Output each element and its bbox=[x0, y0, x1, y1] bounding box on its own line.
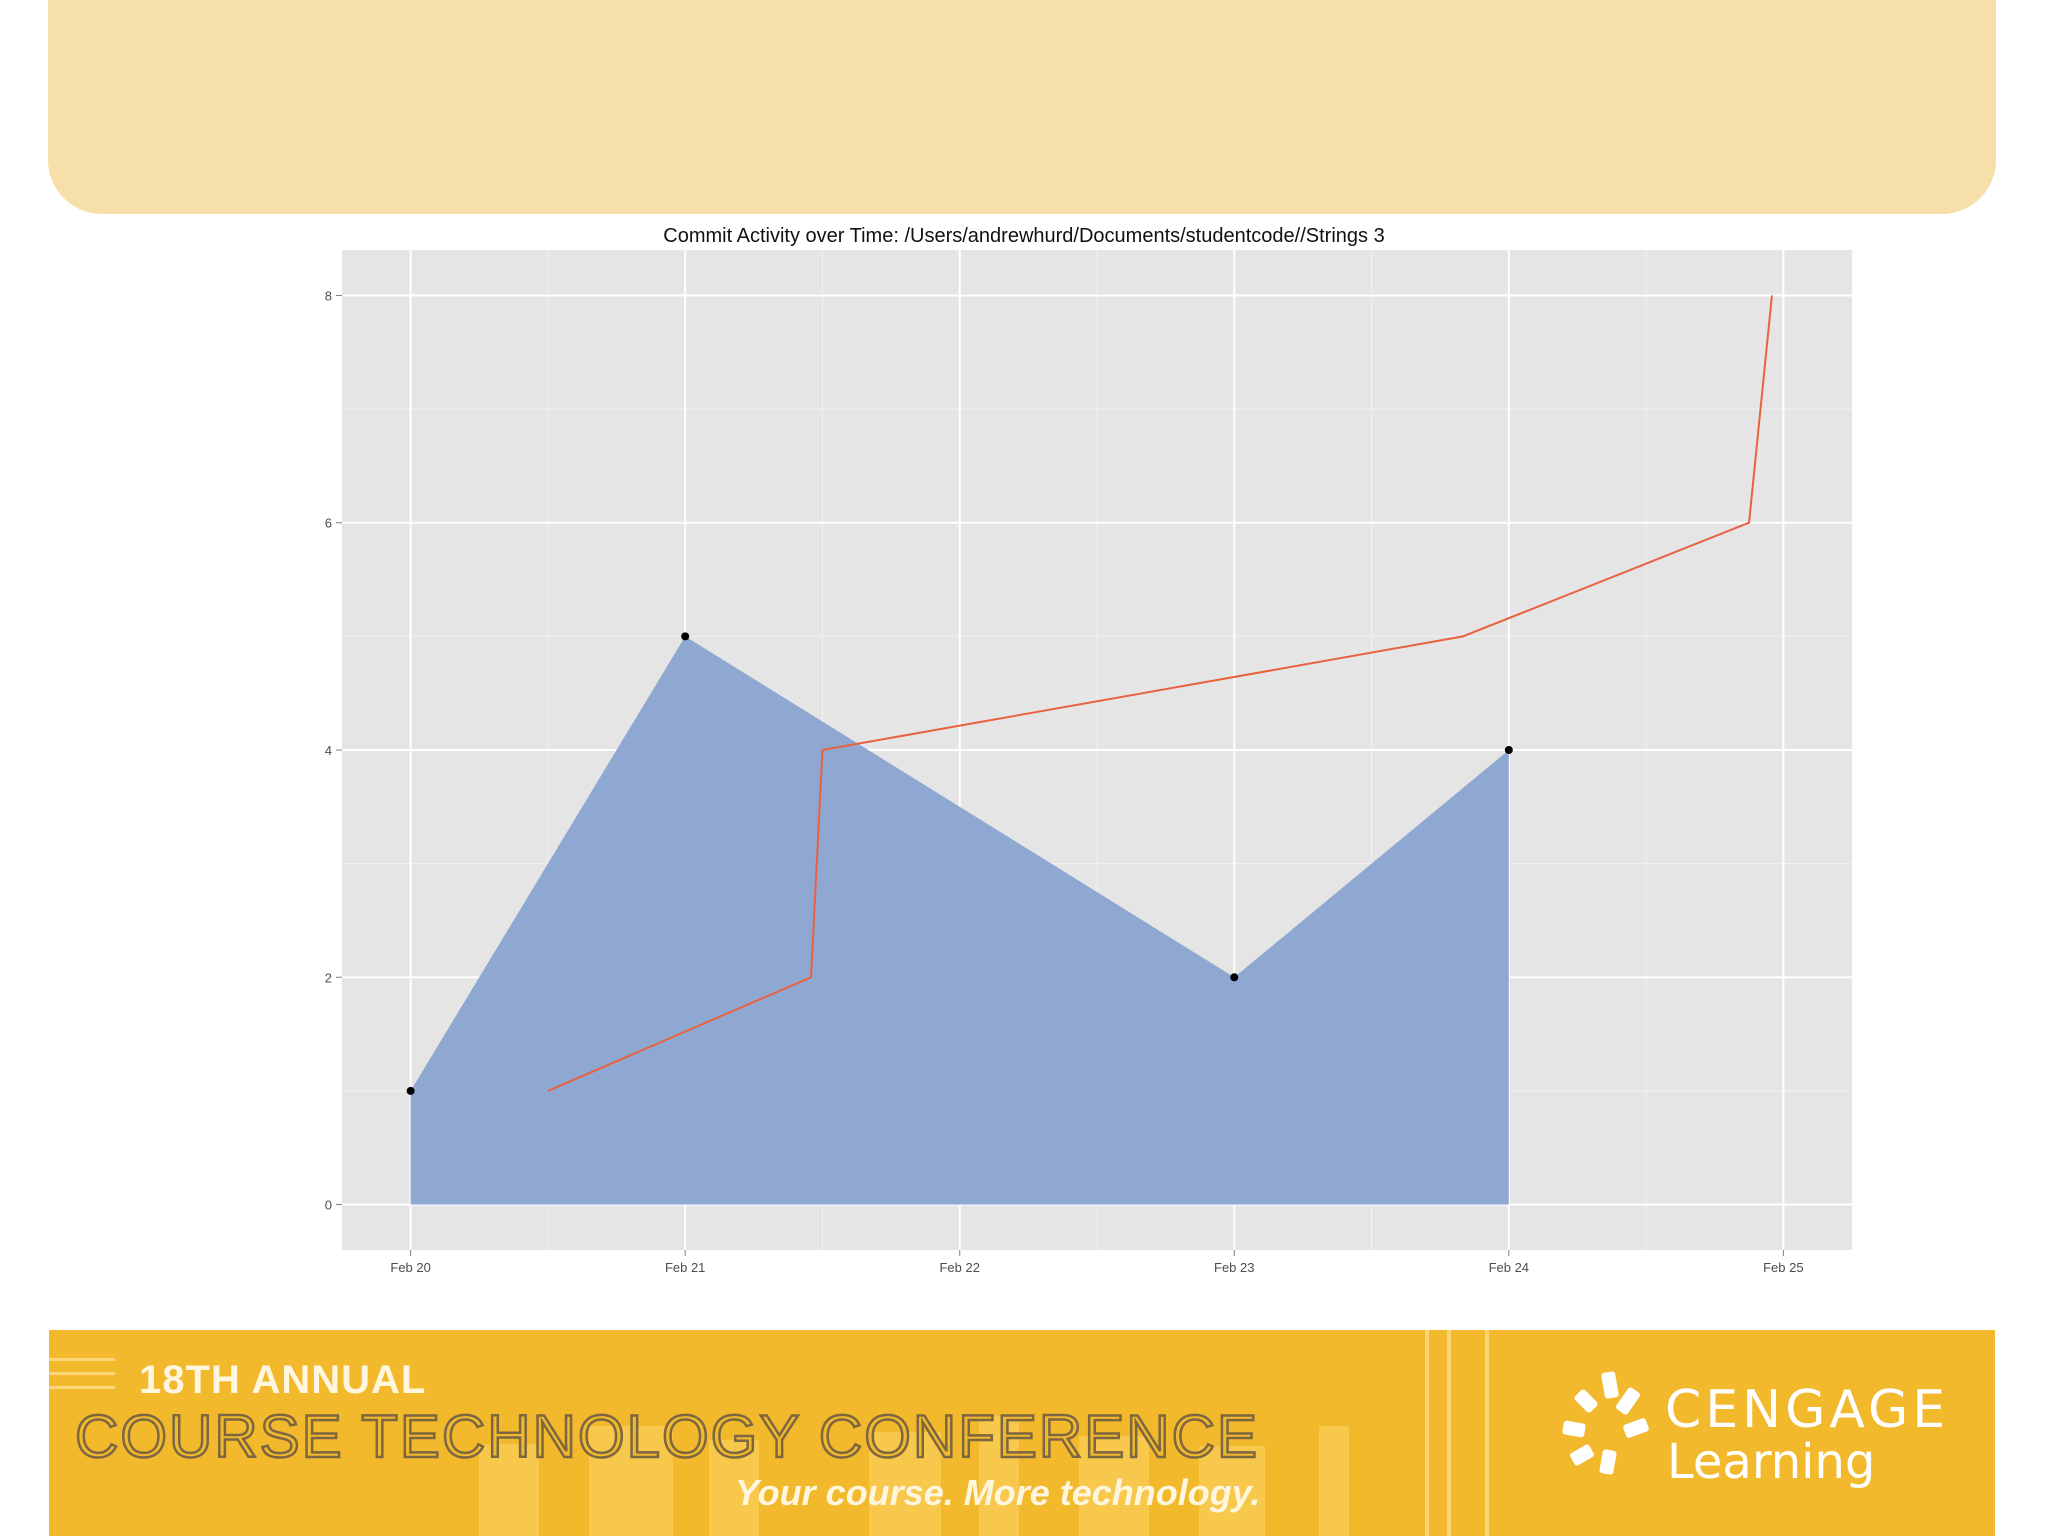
conference-footer: 18TH ANNUAL COURSE TECHNOLOGY CONFERENCE… bbox=[49, 1330, 1995, 1536]
chart-title: Commit Activity over Time: /Users/andrew… bbox=[663, 225, 1385, 247]
cengage-logo-icon bbox=[1562, 1371, 1649, 1475]
y-tick-label: 2 bbox=[325, 970, 332, 985]
skyline-building bbox=[1199, 1446, 1265, 1536]
skyline-building bbox=[589, 1426, 673, 1536]
skyline-building bbox=[709, 1440, 759, 1536]
skyline-building bbox=[979, 1416, 1019, 1536]
skyline-building bbox=[869, 1432, 941, 1536]
commit-activity-chart: Feb 20 Feb 21 Feb 22 Feb 23 Feb 24 Feb 25 0 2 4 6… bbox=[325, 250, 1852, 1275]
data-point bbox=[1504, 746, 1513, 754]
footer-divider bbox=[1447, 1330, 1451, 1536]
y-tick-label: 8 bbox=[325, 288, 332, 303]
brand-name: CENGAGE bbox=[1665, 1380, 1950, 1440]
data-point bbox=[1230, 973, 1239, 982]
y-tick-label: 0 bbox=[325, 1198, 332, 1213]
x-tick-label: Feb 22 bbox=[939, 1260, 979, 1275]
skyline-building bbox=[479, 1444, 539, 1536]
x-tick-label: Feb 23 bbox=[1214, 1260, 1254, 1275]
footer-divider bbox=[1485, 1330, 1489, 1536]
y-tick-label: 4 bbox=[325, 743, 332, 758]
x-tick-label: Feb 24 bbox=[1489, 1260, 1529, 1275]
x-tick-label: Feb 25 bbox=[1763, 1260, 1803, 1275]
skyline-building bbox=[1319, 1426, 1349, 1536]
x-tick-label: Feb 21 bbox=[665, 1260, 705, 1275]
conference-name: COURSE TECHNOLOGY CONFERENCE bbox=[74, 1402, 1259, 1472]
title-banner bbox=[48, 0, 1996, 214]
skyline-building bbox=[1079, 1436, 1149, 1536]
brand-subname: Learning bbox=[1667, 1434, 1876, 1490]
commit-area bbox=[410, 636, 1509, 1205]
x-tick-label: Feb 20 bbox=[390, 1260, 430, 1275]
footer-stripe bbox=[49, 1358, 115, 1361]
data-point bbox=[681, 632, 690, 641]
conference-edition: 18TH ANNUAL bbox=[139, 1358, 427, 1402]
footer-stripe bbox=[49, 1386, 115, 1389]
data-point bbox=[406, 1086, 415, 1095]
footer-stripe bbox=[49, 1372, 115, 1375]
cumulative-line bbox=[547, 295, 1773, 1092]
conference-tagline: Your course. More technology. bbox=[735, 1472, 1261, 1513]
y-tick-label: 6 bbox=[325, 516, 332, 531]
footer-divider bbox=[1425, 1330, 1429, 1536]
